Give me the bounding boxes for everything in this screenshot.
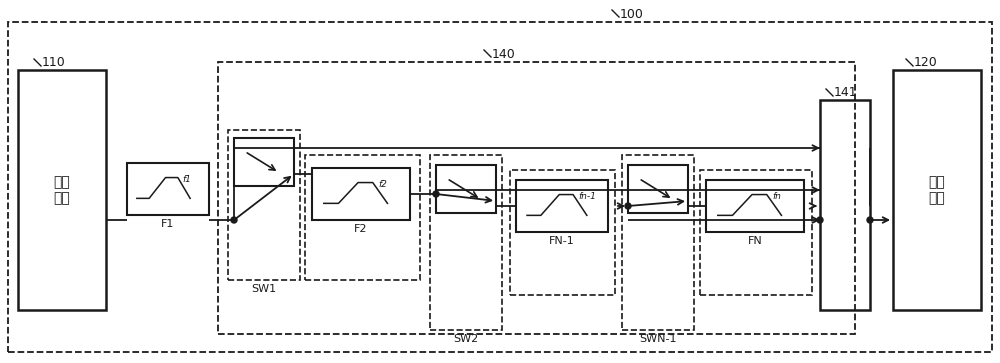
- Text: 141: 141: [834, 86, 858, 99]
- Bar: [510, 170, 615, 295]
- Text: 140: 140: [492, 48, 516, 61]
- Bar: [18, 70, 106, 310]
- Text: f2: f2: [379, 180, 388, 189]
- Bar: [312, 168, 410, 220]
- Text: FN-1: FN-1: [549, 236, 575, 246]
- Text: SW2: SW2: [453, 334, 479, 344]
- Text: fn: fn: [773, 192, 782, 201]
- Circle shape: [433, 191, 439, 197]
- Bar: [893, 70, 981, 310]
- Bar: [305, 155, 420, 280]
- Text: 100: 100: [620, 8, 644, 20]
- Text: 输出
端口: 输出 端口: [929, 175, 945, 205]
- Circle shape: [625, 203, 631, 209]
- Bar: [234, 138, 294, 186]
- Text: 120: 120: [914, 57, 938, 69]
- Text: F2: F2: [354, 224, 368, 234]
- Text: 输入
端口: 输入 端口: [54, 175, 70, 205]
- Bar: [622, 155, 694, 330]
- Bar: [436, 165, 496, 213]
- Text: 110: 110: [42, 57, 66, 69]
- Circle shape: [867, 217, 873, 223]
- Text: SWN-1: SWN-1: [639, 334, 677, 344]
- Bar: [218, 62, 855, 334]
- Text: FN: FN: [748, 236, 762, 246]
- Bar: [820, 100, 870, 310]
- Bar: [127, 163, 209, 215]
- Text: SW1: SW1: [251, 284, 277, 294]
- Bar: [700, 170, 812, 295]
- Bar: [706, 180, 804, 232]
- Circle shape: [817, 217, 823, 223]
- Text: F1: F1: [161, 219, 175, 229]
- Bar: [228, 130, 300, 280]
- Circle shape: [231, 217, 237, 223]
- Bar: [628, 165, 688, 213]
- Text: fn-1: fn-1: [579, 192, 596, 201]
- Bar: [516, 180, 608, 232]
- Bar: [430, 155, 502, 330]
- Text: f1: f1: [183, 175, 192, 184]
